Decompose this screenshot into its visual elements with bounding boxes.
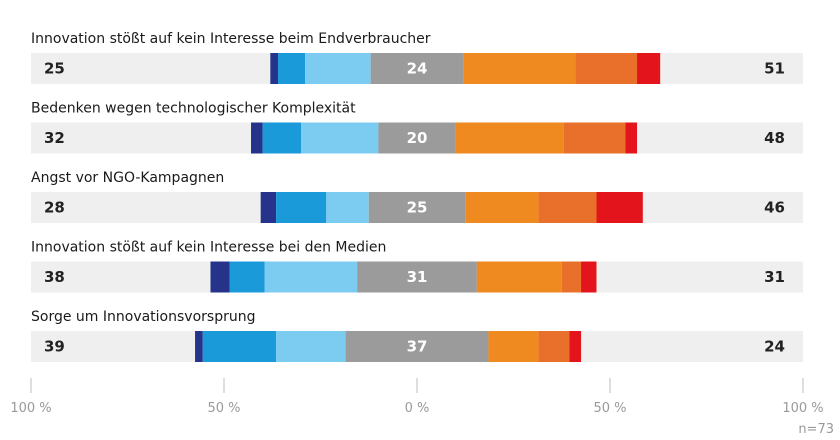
bar-segment-negative-2 (278, 53, 306, 84)
x-axis: 100 % 50 % 0 % 50 % 100 % (10, 378, 824, 416)
bar-segment-positive-2 (563, 122, 626, 154)
bar-segment-positive-2 (561, 261, 582, 293)
neutral-value-label: 25 (407, 199, 428, 217)
chart-row: Innovation stößt auf kein Interesse beim… (31, 31, 803, 84)
bar-segment-negative-3 (301, 122, 379, 154)
bar-segment-positive-3 (581, 261, 597, 293)
chart-row: Angst vor NGO-Kampagnen 25 28 46 (31, 170, 803, 223)
bar-segment-positive-1 (488, 331, 539, 362)
row-label: Angst vor NGO-Kampagnen (31, 170, 224, 186)
x-axis-tick-label: 50 % (207, 401, 240, 416)
neutral-value-label: 37 (407, 338, 428, 356)
x-axis-tick-label: 100 % (10, 401, 51, 416)
bar-segment-positive-1 (463, 53, 576, 84)
bar-segment-neutral (345, 331, 489, 362)
negative-total-label: 32 (44, 129, 65, 147)
x-axis-tick-label: 50 % (593, 401, 626, 416)
bar-segment-positive-3 (625, 122, 638, 154)
bar-segment-negative-1 (270, 53, 279, 84)
bar-segment-positive-3 (596, 192, 643, 223)
bar-segment-neutral (378, 122, 456, 154)
bar-segment-negative-3 (264, 261, 358, 293)
bar-segment-negative-1 (251, 122, 263, 154)
chart-row: Innovation stößt auf kein Interesse bei … (31, 240, 803, 293)
bar-segment-positive-2 (575, 53, 638, 84)
row-label: Sorge um Innovationsvorsprung (31, 309, 255, 325)
negative-total-label: 28 (44, 199, 65, 217)
neutral-value-label: 24 (407, 60, 428, 78)
neutral-value-label: 31 (407, 268, 428, 286)
bar-segment-neutral (357, 261, 477, 293)
bar-segment-neutral (370, 53, 464, 84)
positive-total-label: 46 (764, 199, 785, 217)
bar-segment-positive-1 (476, 261, 562, 293)
bar-segment-positive-3 (637, 53, 661, 84)
bar-segment-negative-3 (326, 192, 369, 223)
x-axis-tick-label: 100 % (782, 401, 823, 416)
positive-total-label: 31 (764, 268, 785, 286)
x-axis-tick-label: 0 % (405, 401, 430, 416)
negative-total-label: 39 (44, 338, 65, 356)
chart-row: Bedenken wegen technologischer Komplexit… (31, 101, 803, 154)
bar-segment-negative-3 (305, 53, 371, 84)
row-label: Bedenken wegen technologischer Komplexit… (31, 101, 356, 117)
positive-total-label: 48 (764, 129, 785, 147)
bar-segment-negative-2 (229, 261, 265, 293)
bar-segment-positive-1 (465, 192, 539, 223)
positive-total-label: 51 (764, 60, 785, 78)
bar-segment-negative-2 (262, 122, 302, 154)
bar-segment-negative-1 (210, 261, 230, 293)
bar-segment-negative-2 (276, 192, 327, 223)
bar-segment-neutral (368, 192, 466, 223)
bar-segment-negative-1 (195, 331, 203, 362)
chart-row: Sorge um Innovationsvorsprung 37 39 24 (31, 309, 803, 362)
bar-segment-positive-2 (538, 331, 570, 362)
sample-size-note: n=73 (798, 422, 834, 437)
negative-total-label: 38 (44, 268, 65, 286)
bar-segment-negative-1 (260, 192, 277, 223)
bar-segment-positive-1 (455, 122, 564, 154)
chart-rows: Innovation stößt auf kein Interesse beim… (31, 31, 803, 362)
row-label: Innovation stößt auf kein Interesse bei … (31, 240, 386, 256)
bar-segment-negative-3 (276, 331, 346, 362)
bar-segment-negative-2 (202, 331, 277, 362)
positive-total-label: 24 (764, 338, 785, 356)
bar-segment-positive-3 (569, 331, 582, 362)
negative-total-label: 25 (44, 60, 65, 78)
neutral-value-label: 20 (407, 129, 428, 147)
row-label: Innovation stößt auf kein Interesse beim… (31, 31, 431, 47)
bar-segment-positive-2 (538, 192, 597, 223)
